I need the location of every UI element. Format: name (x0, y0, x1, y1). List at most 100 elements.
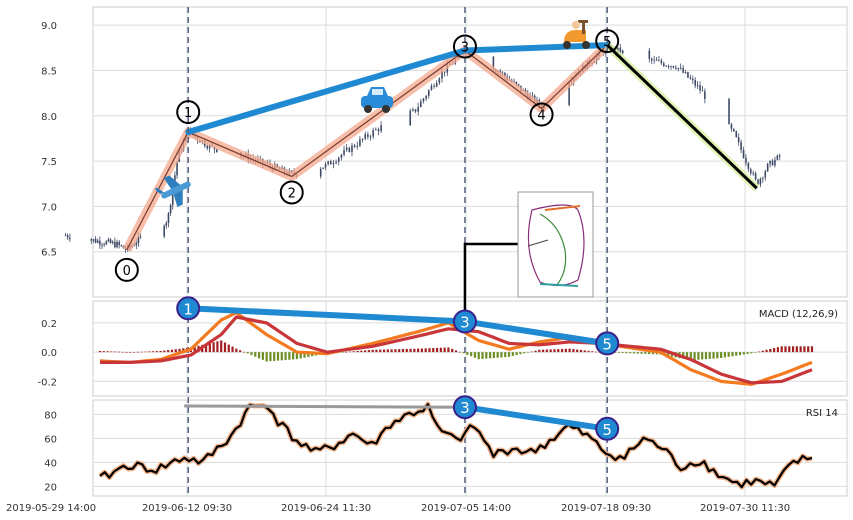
macd-histogram-bar (492, 352, 495, 358)
macd-histogram-bar (204, 343, 208, 353)
macd-histogram-bar (651, 352, 655, 355)
macd-histogram-bar (519, 352, 522, 355)
macd-divergence-marker-circle (595, 331, 620, 356)
macd-histogram-bar (390, 349, 393, 353)
macd-histogram-bar (773, 348, 776, 353)
macd-histogram-bar (640, 352, 643, 354)
price-y-tick-label: 8.5 (41, 66, 57, 77)
macd-histogram-bar (292, 352, 295, 360)
macd-histogram-bar (273, 352, 276, 361)
macd-histogram-bar (712, 352, 715, 359)
price-candle-body (327, 161, 329, 165)
macd-histogram-bar (254, 352, 257, 357)
macd-histogram-bar (557, 349, 560, 353)
macd-histogram-bar (375, 349, 378, 353)
price-candle-body (377, 129, 380, 132)
macd-histogram-bar (697, 352, 700, 360)
price-candle-body (425, 95, 427, 99)
macd-histogram-bar (591, 351, 594, 353)
macd-histogram-bar (576, 349, 579, 353)
macd-histogram-bar (526, 352, 530, 353)
price-candle-body (619, 47, 622, 53)
wave-marker-label: 5 (603, 35, 611, 50)
macd-histogram-bar (420, 348, 424, 353)
macd-histogram-bar (163, 350, 166, 353)
wave-marker-circle (452, 34, 477, 59)
macd-histogram-bar (276, 352, 280, 361)
macd-histogram-bar (549, 349, 552, 353)
price-candle-body (133, 245, 135, 247)
macd-histogram-bar (223, 342, 227, 353)
macd-histogram-bar (689, 352, 692, 361)
macd-histogram-bar (155, 351, 158, 353)
macd-histogram-bar (769, 348, 772, 353)
price-candle-body (515, 81, 518, 85)
price-candle-body (330, 161, 332, 165)
macd-histogram-bar (227, 344, 230, 353)
macd-histogram-bar (447, 347, 450, 353)
macd-histogram-bar (265, 352, 268, 362)
macd-histogram-bar (765, 349, 768, 353)
macd-histogram-bar (401, 349, 405, 353)
macd-histogram-bar (394, 349, 397, 353)
macd-histogram-bar (348, 351, 352, 353)
price-candle-body (517, 84, 520, 86)
price-candle-body (340, 154, 343, 158)
price-candle-body (417, 107, 419, 112)
chart-overlays (122, 7, 760, 496)
macd-histogram-bar (435, 347, 439, 353)
macd-histogram-bar (174, 349, 177, 353)
price-candle-body (96, 240, 99, 243)
price-candle-body (137, 236, 140, 244)
macd-histogram-bar (560, 348, 564, 353)
macd-histogram-bar (341, 352, 344, 353)
macd-histogram-bar (136, 351, 139, 353)
price-candle-body (735, 131, 738, 138)
airplane-icon (154, 175, 191, 208)
wave-zigzag-line (126, 44, 608, 251)
price-candle-body (684, 72, 687, 73)
rsi-panel-label: RSI 14 (806, 408, 838, 419)
macd-histogram-bar (613, 352, 617, 353)
price-candle-body (163, 225, 165, 237)
price-candle-body (99, 240, 101, 245)
car-icon (361, 87, 393, 113)
macd-histogram-bar (239, 350, 242, 353)
macd-histogram-bar (295, 352, 299, 360)
scooter-icon (563, 20, 590, 49)
price-candle-body (319, 168, 322, 177)
macd-histogram-bar (462, 352, 465, 354)
macd-histogram-bar (666, 352, 670, 356)
macd-histogram-bar (545, 349, 548, 353)
price-candle-body (337, 157, 340, 162)
macd-histogram-bar (538, 349, 541, 353)
price-candle-body (687, 72, 689, 78)
macd-histogram-bar (648, 352, 651, 355)
price-candle-body (111, 241, 114, 244)
wave-marker-label: 4 (537, 109, 545, 124)
macd-histogram-bar (799, 346, 802, 353)
macd-histogram-bar (413, 348, 416, 353)
macd-histogram-bar (364, 350, 367, 353)
macd-histogram-bar (250, 352, 253, 356)
price-y-tick-label: 9.0 (41, 21, 57, 32)
price-candle-body (361, 138, 364, 140)
macd-histogram-bar (504, 352, 507, 358)
wave-marker-circle (595, 29, 620, 54)
wave-marker-label: 3 (461, 41, 469, 56)
macd-y-tick-label: 0.0 (41, 348, 57, 359)
macd-histogram-bar (110, 351, 113, 353)
macd-histogram-bar (534, 350, 537, 353)
price-candle-body (670, 66, 672, 67)
price-candle-body (689, 77, 692, 79)
price-candle-body (422, 98, 425, 102)
macd-histogram-bar (208, 343, 211, 353)
price-candle-body (730, 124, 733, 129)
macd-histogram-bar (507, 352, 511, 357)
price-candle-body (165, 222, 168, 226)
rsi-y-tick-label: 20 (44, 482, 57, 493)
price-candle-body (375, 129, 377, 131)
macd-histogram-bar (685, 352, 689, 360)
price-candle-body (364, 134, 367, 139)
macd-histogram-bar (242, 351, 246, 353)
